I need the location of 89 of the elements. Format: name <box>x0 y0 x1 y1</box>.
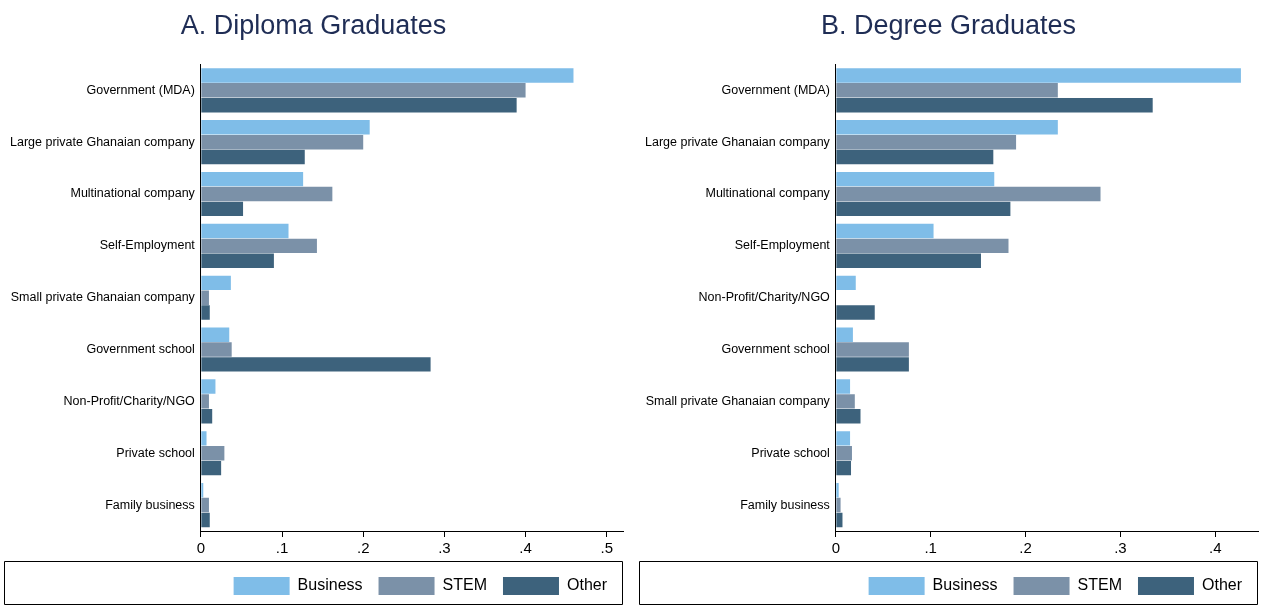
legend-label: Business <box>932 576 998 594</box>
chart-title: A. Diploma Graduates <box>180 9 447 40</box>
bar <box>201 342 232 357</box>
y-tick-label: Family business <box>740 497 830 512</box>
x-tick-label: .3 <box>1114 539 1127 557</box>
legend-label: Business <box>297 576 363 594</box>
bar <box>201 238 317 254</box>
chart-title: B. Degree Graduates <box>820 9 1077 40</box>
bar <box>201 120 370 135</box>
bar <box>836 460 852 476</box>
bar <box>836 83 1058 98</box>
bar <box>836 305 875 320</box>
bar <box>836 431 851 446</box>
y-tick-label: Non-Profit/Charity/NGO <box>63 393 196 408</box>
bar <box>836 134 1017 150</box>
bar <box>836 483 839 498</box>
bar <box>201 186 333 202</box>
bar <box>836 97 1153 113</box>
bar <box>201 97 517 113</box>
bar <box>836 275 856 291</box>
x-tick-label: .2 <box>1019 539 1032 557</box>
bar <box>836 512 843 528</box>
bar <box>836 238 1009 254</box>
bar <box>836 409 861 424</box>
bar <box>201 68 574 83</box>
bar <box>201 394 209 409</box>
bar <box>836 201 1011 217</box>
y-tick-label: Large private Ghanaian company <box>10 134 196 149</box>
x-tick-label: 0 <box>196 539 206 557</box>
y-tick-label: Government (MDA) <box>721 82 830 97</box>
x-tick-label: .4 <box>1209 539 1222 557</box>
bar <box>836 253 981 268</box>
bar <box>836 171 995 187</box>
bar <box>201 275 231 291</box>
y-tick-label: Government school <box>721 342 830 356</box>
bar <box>201 379 216 394</box>
bar <box>201 223 289 239</box>
bar <box>201 357 431 372</box>
x-tick-label: .1 <box>924 539 937 557</box>
x-tick-label: .3 <box>438 539 451 557</box>
bar <box>201 290 209 305</box>
y-tick-label: Multinational company <box>705 186 831 201</box>
y-tick-label: Family business <box>105 497 195 512</box>
y-tick-label: Self-Employment <box>99 238 196 253</box>
bar <box>836 379 851 394</box>
bar <box>201 431 207 446</box>
bar <box>201 327 230 342</box>
y-tick-label: Multinational company <box>70 186 196 201</box>
bar <box>201 497 209 513</box>
legend-label: Other <box>566 576 608 594</box>
bar <box>836 186 1101 202</box>
bar <box>201 83 526 98</box>
bar <box>201 201 244 217</box>
y-tick-label: Self-Employment <box>734 238 831 253</box>
legend-label: Other <box>1201 576 1243 594</box>
bar <box>201 460 222 476</box>
bar <box>836 394 855 409</box>
bar <box>836 342 909 357</box>
bar <box>201 446 225 461</box>
y-tick-label: Private school <box>116 445 195 460</box>
y-tick-label: Government (MDA) <box>86 82 195 97</box>
bar <box>201 409 213 424</box>
bar <box>836 68 1241 83</box>
y-tick-label: Small private Ghanaian company <box>645 393 831 408</box>
bar <box>836 223 934 239</box>
y-tick-label: Small private Ghanaian company <box>10 290 196 305</box>
x-tick-label: .2 <box>356 539 370 557</box>
x-tick-label: .5 <box>600 539 614 557</box>
bar <box>201 149 305 165</box>
bar <box>836 497 841 513</box>
x-tick-label: .4 <box>519 539 532 557</box>
y-tick-label: Non-Profit/Charity/NGO <box>698 290 831 305</box>
bar <box>836 149 994 165</box>
bar <box>201 134 364 150</box>
x-tick-label: .1 <box>275 539 289 557</box>
bar <box>201 512 210 528</box>
legend-label: STEM <box>442 576 487 594</box>
y-tick-label: Private school <box>751 445 830 460</box>
bar <box>836 327 853 342</box>
bar <box>201 305 210 320</box>
y-tick-label: Large private Ghanaian company <box>645 134 831 149</box>
x-tick-label: 0 <box>831 539 841 557</box>
bar <box>836 446 852 461</box>
bar <box>836 357 909 372</box>
bar <box>201 171 304 187</box>
y-tick-label: Government school <box>86 342 195 356</box>
legend-label: STEM <box>1077 576 1122 594</box>
bar <box>836 120 1058 135</box>
bar <box>201 253 274 268</box>
